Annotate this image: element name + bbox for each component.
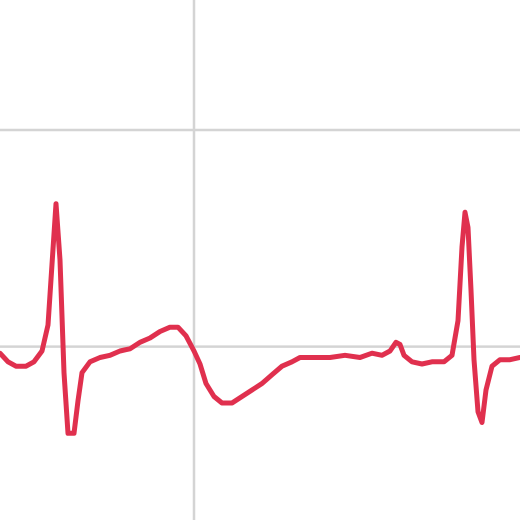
series-line-0 <box>0 201 520 436</box>
series-layer <box>0 201 520 436</box>
